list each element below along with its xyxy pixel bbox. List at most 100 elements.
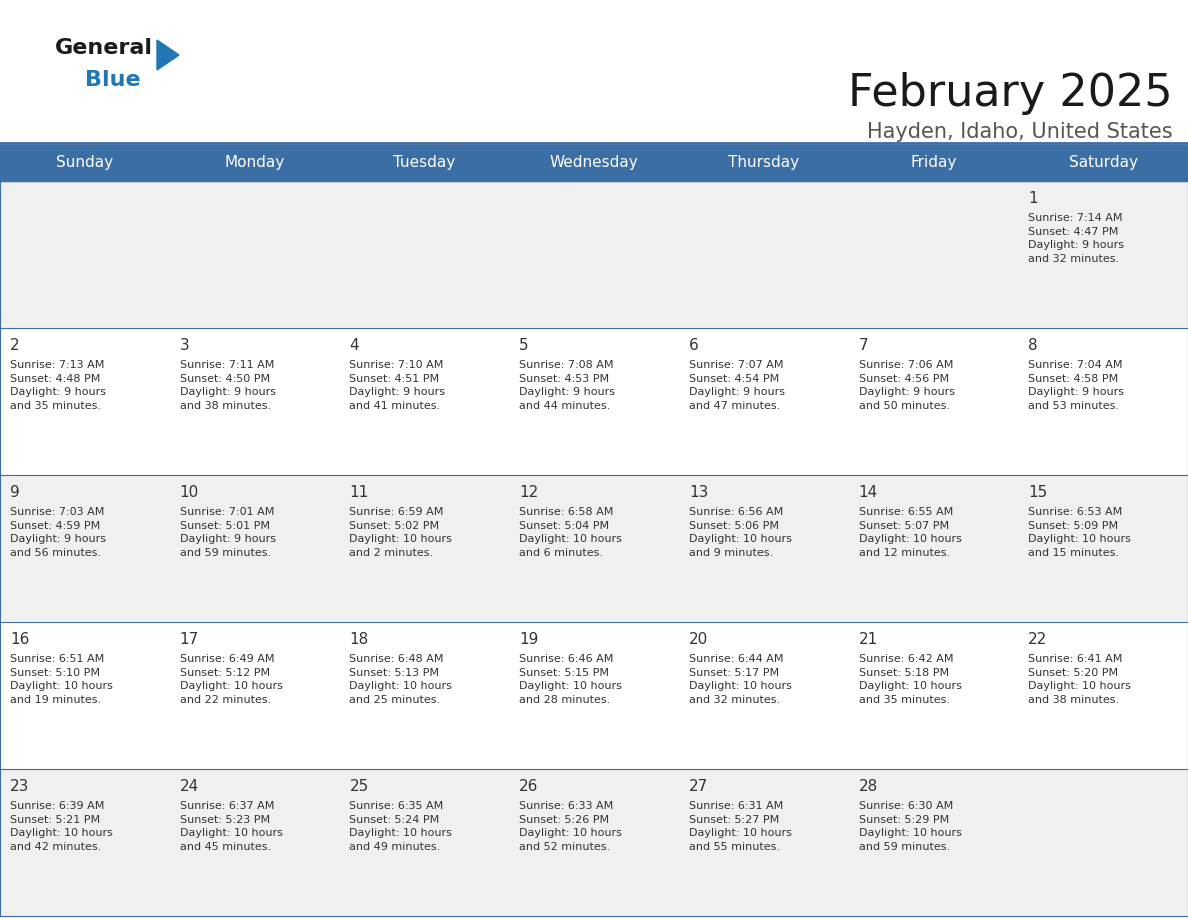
Text: 20: 20 <box>689 632 708 647</box>
Bar <box>1018 475 1188 622</box>
Text: 23: 23 <box>10 779 30 794</box>
Text: 11: 11 <box>349 485 368 500</box>
Bar <box>678 181 848 328</box>
Text: 25: 25 <box>349 779 368 794</box>
Text: 27: 27 <box>689 779 708 794</box>
Text: Sunrise: 7:11 AM
Sunset: 4:50 PM
Daylight: 9 hours
and 38 minutes.: Sunrise: 7:11 AM Sunset: 4:50 PM Dayligh… <box>179 360 276 410</box>
Text: 18: 18 <box>349 632 368 647</box>
Text: 28: 28 <box>859 779 878 794</box>
Text: Sunrise: 7:01 AM
Sunset: 5:01 PM
Daylight: 9 hours
and 59 minutes.: Sunrise: 7:01 AM Sunset: 5:01 PM Dayligh… <box>179 507 276 558</box>
Text: 6: 6 <box>689 338 699 353</box>
Text: 19: 19 <box>519 632 538 647</box>
Text: Sunrise: 6:39 AM
Sunset: 5:21 PM
Daylight: 10 hours
and 42 minutes.: Sunrise: 6:39 AM Sunset: 5:21 PM Dayligh… <box>10 801 113 852</box>
Text: Sunrise: 6:58 AM
Sunset: 5:04 PM
Daylight: 10 hours
and 6 minutes.: Sunrise: 6:58 AM Sunset: 5:04 PM Dayligh… <box>519 507 623 558</box>
Text: 2: 2 <box>10 338 20 353</box>
Bar <box>1018 769 1188 916</box>
Bar <box>678 145 848 181</box>
Text: 26: 26 <box>519 779 538 794</box>
Text: 22: 22 <box>1029 632 1048 647</box>
Bar <box>340 181 510 328</box>
Bar <box>848 145 1018 181</box>
Text: Sunrise: 7:04 AM
Sunset: 4:58 PM
Daylight: 9 hours
and 53 minutes.: Sunrise: 7:04 AM Sunset: 4:58 PM Dayligh… <box>1029 360 1124 410</box>
Bar <box>340 769 510 916</box>
Polygon shape <box>157 40 179 70</box>
Bar <box>678 475 848 622</box>
Bar <box>848 181 1018 328</box>
Text: Sunrise: 7:08 AM
Sunset: 4:53 PM
Daylight: 9 hours
and 44 minutes.: Sunrise: 7:08 AM Sunset: 4:53 PM Dayligh… <box>519 360 615 410</box>
Text: Sunrise: 6:55 AM
Sunset: 5:07 PM
Daylight: 10 hours
and 12 minutes.: Sunrise: 6:55 AM Sunset: 5:07 PM Dayligh… <box>859 507 961 558</box>
Text: 10: 10 <box>179 485 198 500</box>
Bar <box>678 622 848 769</box>
Text: Thursday: Thursday <box>728 155 800 171</box>
Text: 5: 5 <box>519 338 529 353</box>
Text: Sunrise: 6:35 AM
Sunset: 5:24 PM
Daylight: 10 hours
and 49 minutes.: Sunrise: 6:35 AM Sunset: 5:24 PM Dayligh… <box>349 801 453 852</box>
Bar <box>170 769 340 916</box>
Bar <box>170 622 340 769</box>
Text: Tuesday: Tuesday <box>393 155 455 171</box>
Bar <box>510 181 678 328</box>
Bar <box>678 769 848 916</box>
Text: 7: 7 <box>859 338 868 353</box>
Bar <box>170 181 340 328</box>
Text: Sunrise: 6:46 AM
Sunset: 5:15 PM
Daylight: 10 hours
and 28 minutes.: Sunrise: 6:46 AM Sunset: 5:15 PM Dayligh… <box>519 654 623 705</box>
Text: February 2025: February 2025 <box>848 72 1173 115</box>
Bar <box>0 769 170 916</box>
Text: 8: 8 <box>1029 338 1038 353</box>
Text: 1: 1 <box>1029 191 1038 206</box>
Bar <box>1018 328 1188 475</box>
Text: 16: 16 <box>10 632 30 647</box>
Bar <box>1018 622 1188 769</box>
Text: Sunrise: 6:51 AM
Sunset: 5:10 PM
Daylight: 10 hours
and 19 minutes.: Sunrise: 6:51 AM Sunset: 5:10 PM Dayligh… <box>10 654 113 705</box>
Text: Sunrise: 6:30 AM
Sunset: 5:29 PM
Daylight: 10 hours
and 59 minutes.: Sunrise: 6:30 AM Sunset: 5:29 PM Dayligh… <box>859 801 961 852</box>
Text: Sunrise: 7:10 AM
Sunset: 4:51 PM
Daylight: 9 hours
and 41 minutes.: Sunrise: 7:10 AM Sunset: 4:51 PM Dayligh… <box>349 360 446 410</box>
Text: 13: 13 <box>689 485 708 500</box>
Text: Saturday: Saturday <box>1069 155 1138 171</box>
Text: Sunrise: 6:53 AM
Sunset: 5:09 PM
Daylight: 10 hours
and 15 minutes.: Sunrise: 6:53 AM Sunset: 5:09 PM Dayligh… <box>1029 507 1131 558</box>
Bar <box>0 475 170 622</box>
Bar <box>0 181 170 328</box>
Bar <box>0 328 170 475</box>
Bar <box>0 145 170 181</box>
Bar <box>848 475 1018 622</box>
Text: General: General <box>55 38 153 58</box>
Text: Sunrise: 6:42 AM
Sunset: 5:18 PM
Daylight: 10 hours
and 35 minutes.: Sunrise: 6:42 AM Sunset: 5:18 PM Dayligh… <box>859 654 961 705</box>
Text: Blue: Blue <box>86 70 140 90</box>
Bar <box>510 328 678 475</box>
Text: Sunrise: 6:48 AM
Sunset: 5:13 PM
Daylight: 10 hours
and 25 minutes.: Sunrise: 6:48 AM Sunset: 5:13 PM Dayligh… <box>349 654 453 705</box>
Text: Friday: Friday <box>910 155 956 171</box>
Text: Sunrise: 6:31 AM
Sunset: 5:27 PM
Daylight: 10 hours
and 55 minutes.: Sunrise: 6:31 AM Sunset: 5:27 PM Dayligh… <box>689 801 791 852</box>
Text: Sunrise: 7:03 AM
Sunset: 4:59 PM
Daylight: 9 hours
and 56 minutes.: Sunrise: 7:03 AM Sunset: 4:59 PM Dayligh… <box>10 507 106 558</box>
Text: Sunrise: 6:59 AM
Sunset: 5:02 PM
Daylight: 10 hours
and 2 minutes.: Sunrise: 6:59 AM Sunset: 5:02 PM Dayligh… <box>349 507 453 558</box>
Text: Sunrise: 6:44 AM
Sunset: 5:17 PM
Daylight: 10 hours
and 32 minutes.: Sunrise: 6:44 AM Sunset: 5:17 PM Dayligh… <box>689 654 791 705</box>
Text: Sunrise: 7:06 AM
Sunset: 4:56 PM
Daylight: 9 hours
and 50 minutes.: Sunrise: 7:06 AM Sunset: 4:56 PM Dayligh… <box>859 360 955 410</box>
Text: 4: 4 <box>349 338 359 353</box>
Bar <box>510 145 678 181</box>
Bar <box>678 328 848 475</box>
Bar <box>510 622 678 769</box>
Text: Hayden, Idaho, United States: Hayden, Idaho, United States <box>867 122 1173 142</box>
Text: Sunrise: 7:13 AM
Sunset: 4:48 PM
Daylight: 9 hours
and 35 minutes.: Sunrise: 7:13 AM Sunset: 4:48 PM Dayligh… <box>10 360 106 410</box>
Bar <box>340 145 510 181</box>
Bar <box>1018 145 1188 181</box>
Bar <box>170 328 340 475</box>
Text: 12: 12 <box>519 485 538 500</box>
Bar <box>0 622 170 769</box>
Bar <box>340 622 510 769</box>
Bar <box>340 328 510 475</box>
Text: Sunrise: 6:33 AM
Sunset: 5:26 PM
Daylight: 10 hours
and 52 minutes.: Sunrise: 6:33 AM Sunset: 5:26 PM Dayligh… <box>519 801 623 852</box>
Bar <box>510 475 678 622</box>
Bar <box>1018 181 1188 328</box>
Text: Sunrise: 6:41 AM
Sunset: 5:20 PM
Daylight: 10 hours
and 38 minutes.: Sunrise: 6:41 AM Sunset: 5:20 PM Dayligh… <box>1029 654 1131 705</box>
Text: 14: 14 <box>859 485 878 500</box>
Text: Sunrise: 7:14 AM
Sunset: 4:47 PM
Daylight: 9 hours
and 32 minutes.: Sunrise: 7:14 AM Sunset: 4:47 PM Dayligh… <box>1029 213 1124 263</box>
Text: 15: 15 <box>1029 485 1048 500</box>
Text: Monday: Monday <box>225 155 285 171</box>
Text: 17: 17 <box>179 632 198 647</box>
Text: Sunrise: 6:56 AM
Sunset: 5:06 PM
Daylight: 10 hours
and 9 minutes.: Sunrise: 6:56 AM Sunset: 5:06 PM Dayligh… <box>689 507 791 558</box>
Bar <box>848 622 1018 769</box>
Bar <box>848 769 1018 916</box>
Bar <box>340 475 510 622</box>
Text: Sunrise: 7:07 AM
Sunset: 4:54 PM
Daylight: 9 hours
and 47 minutes.: Sunrise: 7:07 AM Sunset: 4:54 PM Dayligh… <box>689 360 785 410</box>
Text: Wednesday: Wednesday <box>550 155 638 171</box>
Bar <box>848 328 1018 475</box>
